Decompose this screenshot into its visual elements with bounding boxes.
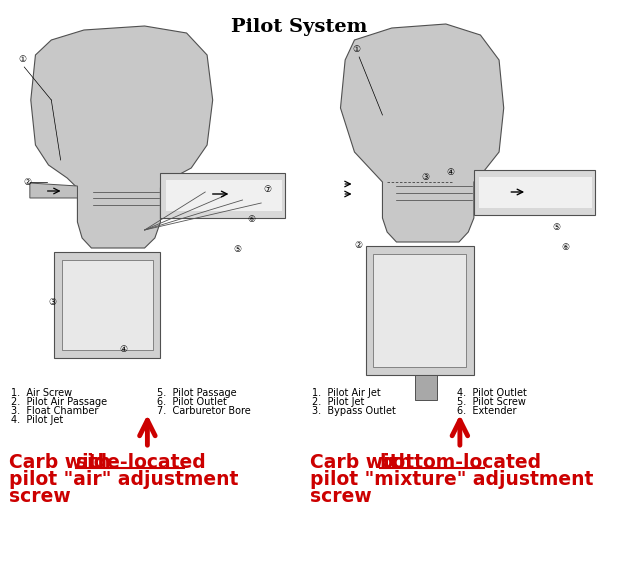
- Text: 2.  Pilot Air Passage: 2. Pilot Air Passage: [11, 397, 107, 407]
- Text: ①: ①: [19, 55, 27, 64]
- Text: 4.  Pilot Outlet: 4. Pilot Outlet: [457, 388, 527, 398]
- Text: 2.  Pilot Jet: 2. Pilot Jet: [313, 397, 365, 407]
- Text: screw: screw: [309, 487, 372, 506]
- Text: ①: ①: [352, 45, 361, 54]
- Text: ③: ③: [49, 298, 56, 307]
- Polygon shape: [54, 252, 160, 358]
- Text: ⑦: ⑦: [263, 185, 271, 194]
- Text: 3.  Float Chamber: 3. Float Chamber: [11, 406, 99, 416]
- Text: ④: ④: [119, 345, 128, 354]
- Text: 5.  Pilot Passage: 5. Pilot Passage: [157, 388, 236, 398]
- Text: ⑥: ⑥: [247, 215, 256, 224]
- Text: 6.  Extender: 6. Extender: [457, 406, 517, 416]
- Polygon shape: [30, 183, 78, 198]
- Text: ⑥: ⑥: [562, 243, 569, 252]
- Text: ③: ③: [422, 173, 429, 182]
- Text: Carb with: Carb with: [309, 453, 418, 472]
- Polygon shape: [160, 173, 284, 218]
- Text: Carb with: Carb with: [10, 453, 117, 472]
- Polygon shape: [373, 254, 467, 367]
- Text: 6.  Pilot Outlet: 6. Pilot Outlet: [157, 397, 227, 407]
- Text: 4.  Pilot Jet: 4. Pilot Jet: [11, 415, 64, 425]
- Text: pilot "air" adjustment: pilot "air" adjustment: [10, 470, 239, 489]
- Polygon shape: [415, 375, 437, 400]
- Text: screw: screw: [10, 487, 71, 506]
- Text: 1.  Pilot Air Jet: 1. Pilot Air Jet: [313, 388, 381, 398]
- Text: 5.  Pilot Screw: 5. Pilot Screw: [457, 397, 526, 407]
- Text: side-located: side-located: [76, 453, 206, 472]
- Text: ②: ②: [354, 241, 363, 250]
- Polygon shape: [62, 260, 153, 350]
- Text: Pilot System: Pilot System: [231, 18, 368, 36]
- Text: 7.  Carburetor Bore: 7. Carburetor Bore: [157, 406, 250, 416]
- Text: ②: ②: [23, 178, 31, 187]
- Text: 3.  Bypass Outlet: 3. Bypass Outlet: [313, 406, 396, 416]
- Text: 1.  Air Screw: 1. Air Screw: [11, 388, 73, 398]
- Text: ⑤: ⑤: [233, 245, 241, 254]
- Polygon shape: [31, 26, 213, 248]
- Polygon shape: [166, 180, 282, 211]
- Polygon shape: [366, 246, 474, 375]
- Polygon shape: [480, 177, 593, 208]
- Text: bottom-located: bottom-located: [379, 453, 542, 472]
- Polygon shape: [474, 170, 595, 215]
- Polygon shape: [340, 24, 504, 242]
- Text: ⑤: ⑤: [552, 223, 560, 232]
- Text: pilot "mixture" adjustment: pilot "mixture" adjustment: [309, 470, 593, 489]
- Text: ④: ④: [446, 168, 454, 177]
